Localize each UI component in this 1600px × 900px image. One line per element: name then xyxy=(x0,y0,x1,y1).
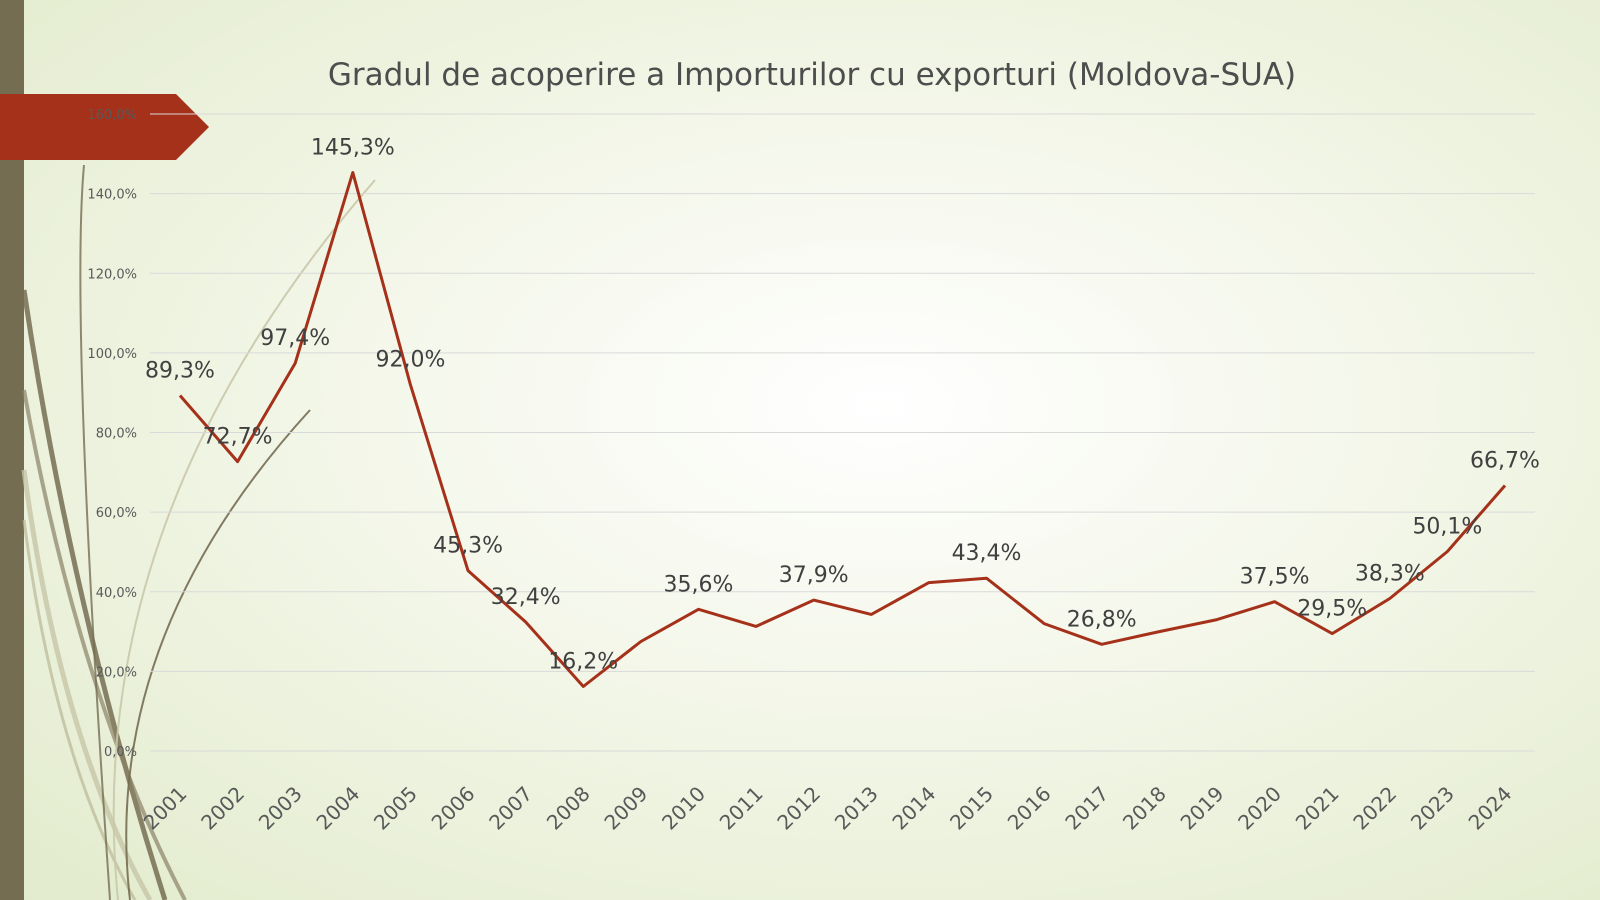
data-label: 45,3% xyxy=(433,534,503,559)
x-tick-label: 2005 xyxy=(369,782,422,835)
y-tick-label: 60,0% xyxy=(96,506,137,521)
data-label: 92,0% xyxy=(375,348,445,373)
data-label: 43,4% xyxy=(952,541,1022,566)
data-label: 29,5% xyxy=(1297,597,1367,622)
x-tick-label: 2003 xyxy=(254,782,307,835)
x-tick-label: 2010 xyxy=(657,782,710,835)
y-tick-label: 100,0% xyxy=(87,347,137,362)
series-line xyxy=(178,171,1507,688)
y-tick-label: 40,0% xyxy=(96,586,137,601)
x-tick-label: 2016 xyxy=(1003,782,1056,835)
x-axis-ticks: 2001 2002 2003 2004 2005 2006 2007 2008 2009 2010… xyxy=(139,782,1517,835)
x-tick-label: 2022 xyxy=(1348,782,1401,835)
x-tick-label: 2014 xyxy=(887,782,940,835)
x-tick-label: 2004 xyxy=(311,782,364,835)
x-tick-label: 2008 xyxy=(542,782,595,835)
x-tick-label: 2020 xyxy=(1233,782,1286,835)
y-tick-label: 20,0% xyxy=(96,665,137,680)
data-label: 37,9% xyxy=(779,563,849,588)
data-label: 145,3% xyxy=(311,136,395,161)
x-tick-label: 2009 xyxy=(599,782,652,835)
x-tick-label: 2001 xyxy=(139,782,192,835)
data-label: 38,3% xyxy=(1355,562,1425,587)
data-label: 37,5% xyxy=(1240,565,1310,590)
data-label: 89,3% xyxy=(145,358,215,383)
y-tick-label: 120,0% xyxy=(87,267,137,282)
x-tick-label: 2019 xyxy=(1176,782,1229,835)
y-tick-label: 160,0% xyxy=(87,108,137,123)
x-tick-label: 2017 xyxy=(1060,782,1113,835)
chart-title: Gradul de acoperire a Importurilor cu ex… xyxy=(328,57,1296,93)
data-label: 72,7% xyxy=(203,425,273,450)
series-group xyxy=(178,171,1507,688)
data-label: 97,4% xyxy=(260,326,330,351)
x-tick-label: 2013 xyxy=(830,782,883,835)
x-tick-label: 2012 xyxy=(772,782,825,835)
x-tick-label: 2024 xyxy=(1464,782,1517,835)
y-axis-ticks: 0,0% 20,0% 40,0% 60,0% 80,0% 100,0% 120,0% 140,… xyxy=(87,108,137,760)
title-banner-arrow xyxy=(0,94,209,160)
x-tick-label: 2018 xyxy=(1118,782,1171,835)
x-tick-label: 2011 xyxy=(715,782,768,835)
y-tick-label: 0,0% xyxy=(104,745,137,760)
x-tick-label: 2015 xyxy=(945,782,998,835)
data-label: 50,1% xyxy=(1412,515,1482,540)
x-tick-label: 2023 xyxy=(1406,782,1459,835)
x-tick-label: 2021 xyxy=(1291,782,1344,835)
gridlines xyxy=(150,113,1535,752)
data-label: 26,8% xyxy=(1067,607,1137,632)
data-label: 66,7% xyxy=(1470,448,1540,473)
y-tick-label: 80,0% xyxy=(96,427,137,442)
y-tick-label: 140,0% xyxy=(87,188,137,203)
x-tick-label: 2006 xyxy=(427,782,480,835)
data-label: 16,2% xyxy=(548,650,618,675)
data-labels: 89,3% 72,7% 97,4% 145,3% 92,0% 45,3% 32,4% 16,2… xyxy=(145,136,1540,675)
x-tick-label: 2002 xyxy=(196,782,249,835)
x-tick-label: 2007 xyxy=(484,782,537,835)
data-label: 35,6% xyxy=(664,572,734,597)
data-label: 32,4% xyxy=(491,585,561,610)
